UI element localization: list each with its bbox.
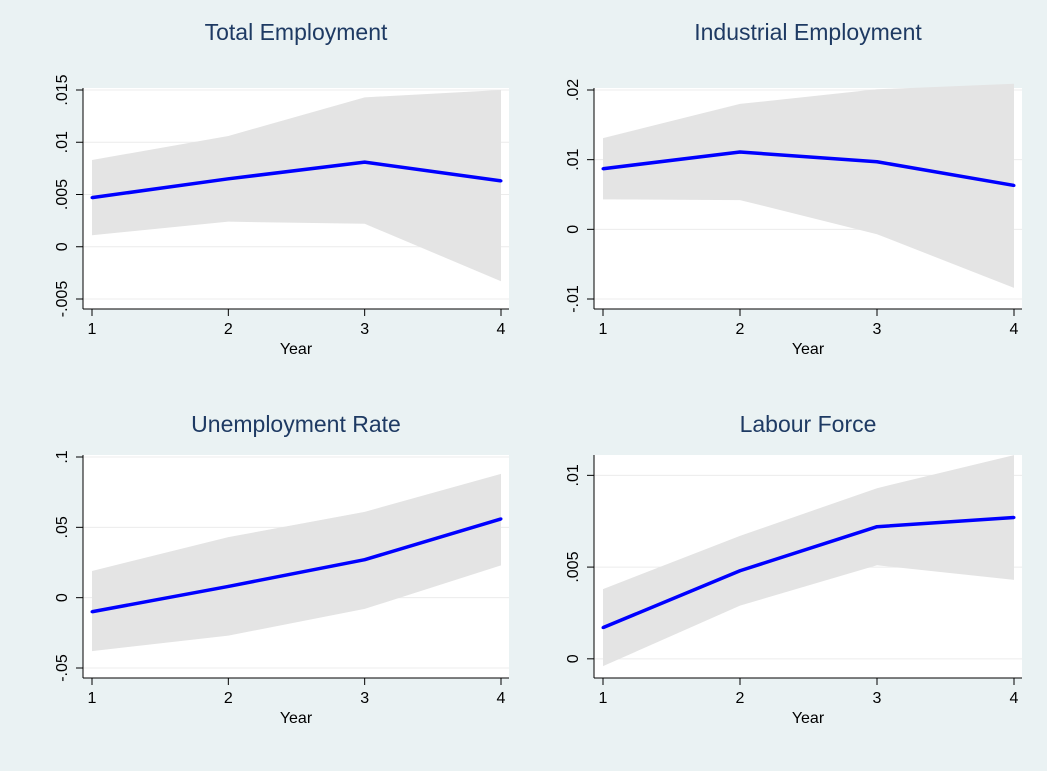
chart-title: Unemployment Rate <box>191 411 401 437</box>
x-axis-title: Year <box>280 710 313 727</box>
y-tick-label: -.01 <box>565 285 582 313</box>
series-line <box>91 160 502 200</box>
series-line <box>602 150 1015 188</box>
data-point <box>499 179 503 183</box>
data-point <box>738 569 742 573</box>
y-tick-label: .02 <box>565 79 582 101</box>
x-tick-label: 4 <box>1010 690 1019 707</box>
x-axis-title: Year <box>280 341 313 358</box>
x-axis-title: Year <box>792 341 825 358</box>
x-tick-label: 2 <box>224 690 233 707</box>
data-point <box>499 517 503 521</box>
confidence-band <box>603 455 1014 667</box>
chart-panel-4: 0 .005 .01 1 2 3 4 Year Labour Force <box>565 411 1022 727</box>
x-tick-label: 1 <box>599 321 608 338</box>
x-tick-label: 4 <box>497 321 506 338</box>
y-tick-label: -.05 <box>54 654 71 682</box>
confidence-band <box>92 90 501 282</box>
data-point <box>90 196 94 200</box>
x-tick-label: 4 <box>1010 321 1019 338</box>
data-point <box>226 584 230 588</box>
chart-panel-3: -.05 0 .05 .1 1 2 3 4 Year Unemployment Rate <box>54 411 509 727</box>
x-tick-label: 4 <box>497 690 506 707</box>
x-tick-label: 1 <box>88 321 97 338</box>
y-tick-label: .005 <box>54 179 71 210</box>
chart-title: Industrial Employment <box>694 19 922 45</box>
series-line <box>91 517 502 614</box>
x-tick-label: 3 <box>360 321 369 338</box>
y-tick-label: 0 <box>54 593 71 602</box>
x-axis-title: Year <box>792 710 825 727</box>
data-point <box>363 558 367 562</box>
y-tick-label: 0 <box>54 242 71 251</box>
y-tick-label: 0 <box>565 225 582 234</box>
data-point <box>226 177 230 181</box>
data-point <box>738 150 742 154</box>
data-point <box>1012 516 1016 520</box>
chart-panel-2: -.01 0 .01 .02 1 2 3 4 Year Industrial Employment <box>565 19 1022 358</box>
x-tick-label: 3 <box>360 690 369 707</box>
y-tick-label: .015 <box>54 74 71 105</box>
y-tick-label: 0 <box>565 654 582 663</box>
data-point <box>875 525 879 529</box>
x-tick-label: 3 <box>873 321 882 338</box>
x-tick-label: 1 <box>599 690 608 707</box>
data-point <box>601 167 605 171</box>
y-tick-label: .01 <box>54 131 71 153</box>
data-point <box>875 160 879 164</box>
y-tick-label: .1 <box>54 450 71 463</box>
y-tick-label: .01 <box>565 148 582 170</box>
y-tick-label: .005 <box>565 551 582 582</box>
x-tick-label: 2 <box>224 321 233 338</box>
y-tick-label: -.005 <box>54 281 71 318</box>
chart-title: Labour Force <box>740 411 877 437</box>
data-point <box>601 626 605 630</box>
x-tick-label: 2 <box>736 690 745 707</box>
series-line <box>602 515 1015 630</box>
chart-title: Total Employment <box>205 19 388 45</box>
y-tick-label: .01 <box>565 464 582 486</box>
confidence-band <box>92 473 501 652</box>
data-point <box>363 160 367 164</box>
y-tick-label: .05 <box>54 516 71 538</box>
data-point <box>90 610 94 614</box>
x-tick-label: 3 <box>873 690 882 707</box>
data-point <box>1012 183 1016 187</box>
chart-panel-1: -.005 0 .005 .01 .015 1 2 3 4 Year Total Employmen… <box>54 19 509 358</box>
x-tick-label: 1 <box>88 690 97 707</box>
confidence-band <box>603 83 1014 288</box>
x-tick-label: 2 <box>736 321 745 338</box>
